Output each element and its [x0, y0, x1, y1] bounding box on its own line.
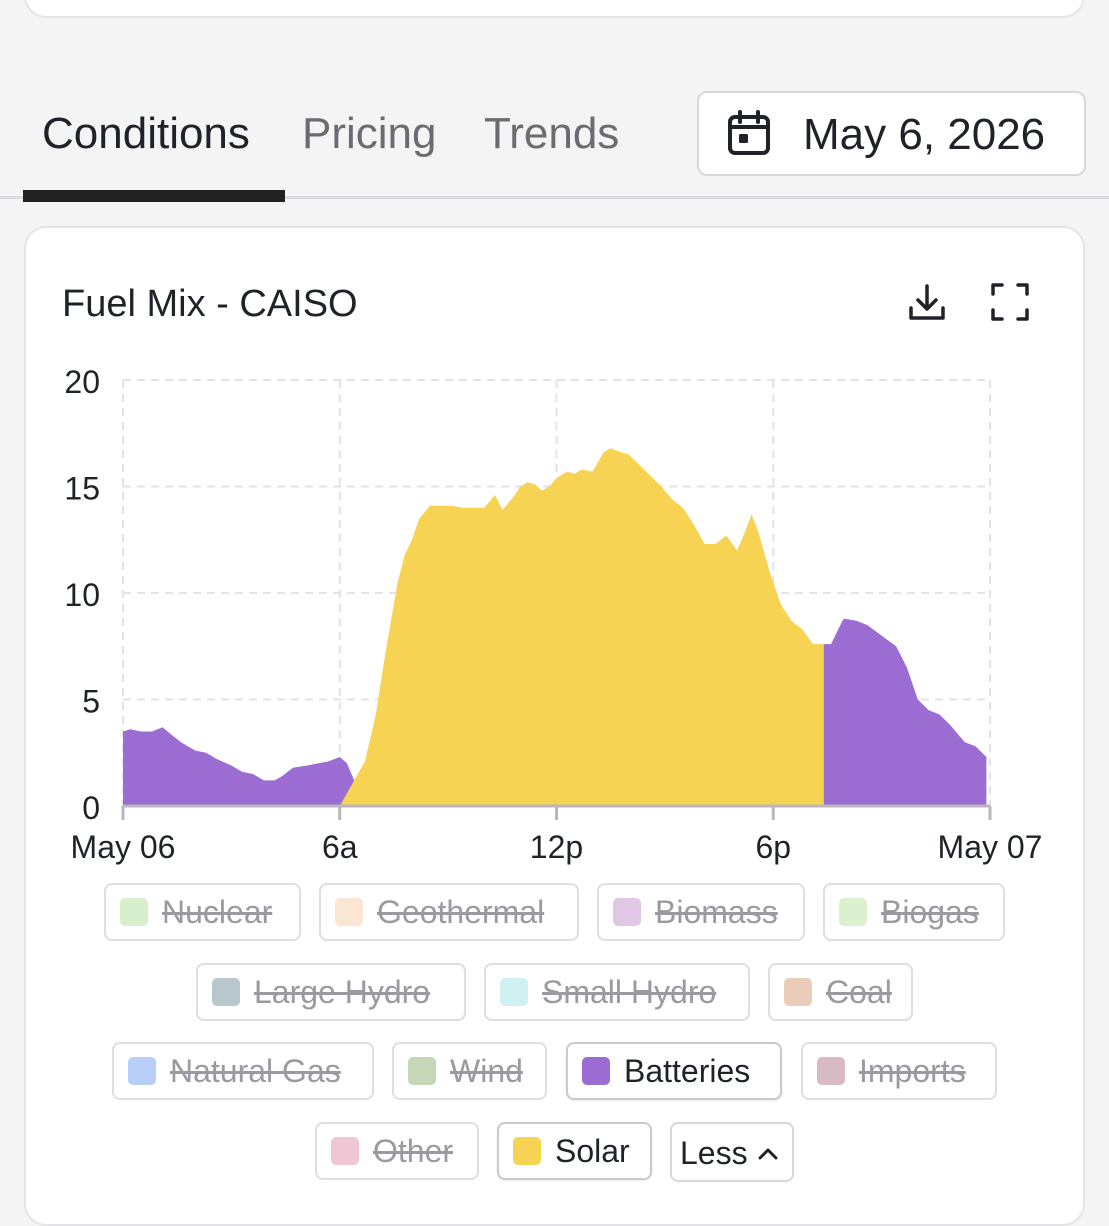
legend-label: Geothermal	[377, 894, 545, 930]
y-tick-label: 15	[64, 471, 100, 507]
legend-item-large-hydro[interactable]: Large Hydro	[196, 963, 466, 1021]
calendar-icon	[728, 110, 770, 155]
legend-label: Coal	[826, 974, 892, 1010]
legend-item-solar[interactable]: Solar	[497, 1122, 652, 1180]
legend-item-imports[interactable]: Imports	[801, 1042, 997, 1100]
legend-label: Other	[373, 1133, 454, 1169]
y-tick-label: 5	[82, 684, 100, 720]
chart-title: Fuel Mix - CAISO	[62, 283, 358, 325]
tab-pricing[interactable]: Pricing	[302, 109, 437, 158]
tab-conditions[interactable]: Conditions	[42, 109, 250, 158]
legend-label: Small Hydro	[542, 974, 717, 1010]
less-label: Less	[680, 1135, 748, 1171]
legend-swatch	[335, 898, 363, 926]
active-tab-indicator	[23, 190, 285, 202]
legend-label: Nuclear	[162, 894, 273, 930]
fuel-mix-chart: 0 5 10 15 20 May 06 6a 12p 6p May 07	[64, 364, 1043, 865]
series-area-solar	[339, 448, 824, 806]
y-tick-label: 20	[64, 364, 100, 400]
legend-less-button[interactable]: Less	[670, 1122, 794, 1182]
legend-item-biomass[interactable]: Biomass	[597, 883, 805, 941]
x-tick-label: 12p	[530, 829, 583, 865]
legend-label: Biomass	[655, 894, 778, 930]
legend-label: Wind	[450, 1053, 523, 1089]
legend-label: Imports	[859, 1053, 966, 1089]
legend-swatch	[212, 978, 240, 1006]
legend-label: Biogas	[881, 894, 979, 930]
x-tick-label: May 06	[71, 829, 176, 865]
legend-item-biogas[interactable]: Biogas	[823, 883, 1005, 941]
tabs-divider	[0, 196, 1109, 199]
date-value: May 6, 2026	[803, 110, 1046, 159]
y-tick-label: 0	[82, 790, 100, 826]
download-icon	[909, 284, 945, 320]
legend-label: Natural Gas	[170, 1053, 341, 1089]
legend-swatch	[613, 898, 641, 926]
x-tick-label: 6p	[755, 829, 791, 865]
legend-item-batteries[interactable]: Batteries	[566, 1042, 782, 1100]
legend-swatch	[839, 898, 867, 926]
fullscreen-button[interactable]	[988, 280, 1032, 324]
legend-swatch	[120, 898, 148, 926]
legend-label: Large Hydro	[254, 974, 431, 1010]
download-button[interactable]	[905, 280, 949, 324]
legend-label: Batteries	[624, 1053, 751, 1089]
legend-item-wind[interactable]: Wind	[392, 1042, 547, 1100]
x-tick-label: 6a	[322, 829, 358, 865]
tab-trends[interactable]: Trends	[484, 109, 620, 158]
series-area-batteries	[123, 618, 987, 806]
legend-swatch	[500, 978, 528, 1006]
legend-swatch	[582, 1057, 610, 1085]
fullscreen-icon	[991, 283, 1029, 321]
x-tick-label: May 07	[938, 829, 1043, 865]
legend-swatch	[408, 1057, 436, 1085]
legend-swatch	[817, 1057, 845, 1085]
legend-item-geothermal[interactable]: Geothermal	[319, 883, 579, 941]
legend-item-natural-gas[interactable]: Natural Gas	[112, 1042, 374, 1100]
legend-swatch	[331, 1137, 359, 1165]
legend-item-nuclear[interactable]: Nuclear	[104, 883, 301, 941]
legend-label: Solar	[555, 1133, 630, 1169]
chevron-up-icon	[758, 1148, 778, 1160]
legend-item-other[interactable]: Other	[315, 1122, 479, 1180]
legend-swatch	[513, 1137, 541, 1165]
legend-item-coal[interactable]: Coal	[768, 963, 913, 1021]
legend-swatch	[784, 978, 812, 1006]
y-tick-label: 10	[64, 577, 100, 613]
legend-item-small-hydro[interactable]: Small Hydro	[484, 963, 750, 1021]
date-picker-button[interactable]: May 6, 2026	[697, 91, 1086, 176]
legend-swatch	[128, 1057, 156, 1085]
